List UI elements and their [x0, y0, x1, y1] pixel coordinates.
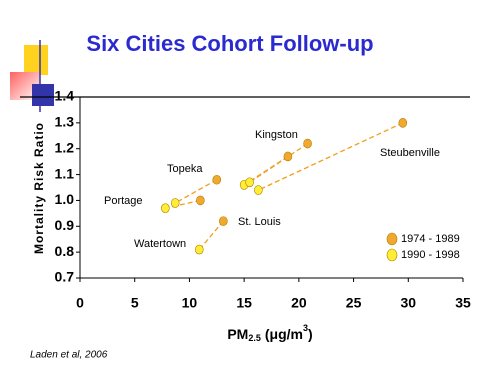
- y-tick-label: 1.3: [55, 114, 75, 130]
- point: [219, 216, 228, 226]
- annotation: Portage: [104, 195, 143, 207]
- chart-title: Six Cities Cohort Follow-up: [86, 31, 373, 56]
- x-label-part: (μg/m: [265, 326, 303, 342]
- annotation: Topeka: [167, 163, 203, 175]
- connector: [174, 179, 218, 204]
- x-tick-label: 10: [182, 295, 198, 311]
- x-label-part: 3: [303, 323, 308, 333]
- y-tick-label: 0.8: [55, 243, 75, 259]
- connector: [198, 220, 224, 250]
- point: [170, 198, 180, 208]
- y-tick-label: 1.0: [55, 191, 75, 207]
- x-tick-label: 20: [291, 295, 307, 311]
- point: [303, 138, 312, 149]
- legend-marker: [386, 232, 398, 246]
- point: [161, 203, 170, 213]
- decor: [24, 45, 48, 75]
- x-tick-label: 35: [455, 295, 471, 311]
- annotation: St. Louis: [238, 216, 281, 228]
- y-tick-label: 1.2: [55, 139, 75, 155]
- x-tick-label: 0: [76, 295, 84, 311]
- x-tick-label: 30: [400, 295, 416, 311]
- x-axis-label: PM2.5 (μg/m3): [227, 323, 312, 343]
- point: [196, 195, 205, 206]
- y-tick-label: 1.1: [55, 165, 75, 181]
- source: Laden et al, 2006: [30, 350, 108, 361]
- connector: [249, 143, 308, 183]
- point: [245, 177, 254, 188]
- annotation: Watertown: [134, 238, 186, 250]
- x-label-part: PM: [227, 326, 248, 342]
- legend-marker: [386, 248, 398, 262]
- x-label-part: ): [308, 326, 313, 342]
- x-tick-label: 25: [346, 295, 362, 311]
- point: [398, 118, 408, 128]
- legend-label: 1990 - 1998: [401, 249, 460, 261]
- annotation: Kingston: [255, 129, 298, 141]
- legend-label: 1974 - 1989: [401, 233, 460, 245]
- connector: [165, 199, 201, 209]
- point: [254, 185, 263, 195]
- y-axis-label: Mortality Risk Ratio: [32, 122, 46, 254]
- point: [283, 151, 293, 162]
- x-label-part: 2.5: [248, 333, 261, 343]
- x-tick-label: 15: [236, 295, 252, 311]
- connector: [258, 122, 404, 191]
- annotation: Steubenville: [380, 147, 440, 159]
- point: [212, 174, 222, 185]
- point: [194, 244, 204, 255]
- decor: [32, 84, 54, 106]
- y-tick-label: 0.7: [55, 269, 75, 285]
- x-tick-label: 5: [131, 295, 139, 311]
- y-tick-label: 0.9: [55, 217, 75, 233]
- y-tick-label: 1.4: [55, 88, 75, 104]
